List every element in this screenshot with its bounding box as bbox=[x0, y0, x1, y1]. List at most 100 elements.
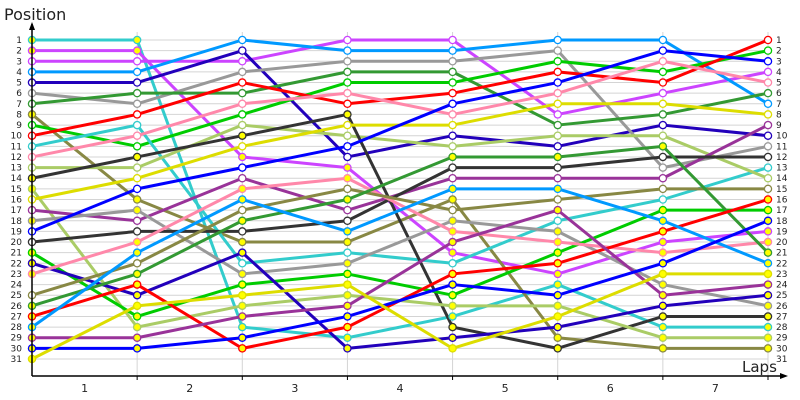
data-point bbox=[343, 195, 352, 204]
data-point bbox=[448, 205, 457, 215]
data-point bbox=[132, 57, 142, 66]
data-point bbox=[553, 259, 562, 268]
data-point bbox=[658, 280, 668, 289]
data-point bbox=[132, 248, 142, 257]
data-point bbox=[238, 99, 247, 109]
data-point bbox=[343, 344, 352, 353]
data-point bbox=[763, 142, 773, 151]
data-point bbox=[238, 152, 247, 162]
data-point bbox=[132, 237, 142, 247]
data-point bbox=[658, 344, 668, 353]
data-point bbox=[448, 46, 457, 55]
series-line-25 bbox=[31, 144, 770, 308]
data-point bbox=[553, 184, 562, 194]
y-tick-label-right: 12 bbox=[776, 153, 787, 163]
data-point bbox=[658, 259, 668, 268]
data-point bbox=[763, 216, 773, 226]
data-point bbox=[132, 163, 142, 172]
y-tick-label-right: 5 bbox=[776, 79, 782, 89]
y-tick-label-left: 6 bbox=[16, 89, 22, 99]
data-point bbox=[343, 227, 352, 236]
y-tick-label-right: 20 bbox=[776, 238, 788, 248]
data-point bbox=[553, 46, 562, 55]
data-point bbox=[553, 344, 562, 353]
data-point bbox=[343, 99, 352, 109]
data-point bbox=[448, 227, 457, 236]
y-tick-label-right: 25 bbox=[776, 291, 787, 301]
y-tick-label-right: 17 bbox=[776, 206, 787, 216]
data-point bbox=[343, 120, 352, 130]
data-point bbox=[553, 67, 562, 77]
data-point bbox=[763, 301, 773, 311]
data-point bbox=[238, 184, 247, 194]
data-point bbox=[763, 248, 773, 257]
y-tick-label-left: 13 bbox=[11, 164, 22, 174]
data-point bbox=[238, 142, 247, 151]
x-tick-label: 5 bbox=[502, 382, 509, 395]
y-tick-label-right: 3 bbox=[776, 57, 782, 67]
y-tick-label-right: 28 bbox=[776, 323, 788, 333]
data-point bbox=[763, 67, 773, 77]
data-point bbox=[763, 269, 773, 279]
data-point bbox=[343, 110, 352, 119]
data-point bbox=[763, 110, 773, 119]
data-point bbox=[343, 333, 352, 342]
data-point bbox=[553, 163, 562, 172]
series-lines bbox=[30, 38, 770, 361]
y-tick-label-left: 29 bbox=[11, 334, 23, 344]
data-point bbox=[658, 67, 668, 77]
series-line-24 bbox=[31, 187, 768, 297]
data-point bbox=[448, 142, 457, 151]
y-tick-label-right: 19 bbox=[776, 227, 788, 237]
y-tick-label-right: 8 bbox=[776, 110, 782, 120]
data-point bbox=[343, 301, 352, 311]
data-point bbox=[343, 78, 352, 87]
data-point bbox=[553, 152, 562, 162]
y-tick-label-left: 21 bbox=[11, 249, 22, 259]
y-tick-label-right: 26 bbox=[776, 302, 788, 312]
data-point bbox=[763, 35, 773, 45]
x-tick-label: 1 bbox=[81, 382, 88, 395]
data-point bbox=[448, 248, 457, 257]
data-point bbox=[132, 312, 142, 321]
x-tick-label: 6 bbox=[607, 382, 614, 395]
y-tick-label-right: 16 bbox=[776, 196, 788, 206]
data-point bbox=[763, 312, 773, 321]
series-line-5 bbox=[32, 49, 769, 159]
y-tick-label-left: 10 bbox=[11, 132, 23, 142]
data-point bbox=[658, 227, 668, 236]
data-point bbox=[448, 322, 457, 332]
data-point bbox=[553, 280, 562, 289]
data-point bbox=[553, 216, 562, 226]
data-point bbox=[553, 301, 562, 311]
data-point bbox=[448, 120, 457, 130]
data-point bbox=[448, 237, 457, 247]
data-point bbox=[343, 205, 352, 215]
data-point bbox=[553, 131, 562, 140]
data-point bbox=[448, 216, 457, 226]
series-line-4 bbox=[32, 38, 769, 106]
data-point bbox=[553, 227, 562, 236]
data-point bbox=[448, 301, 457, 311]
series-line-1 bbox=[32, 38, 768, 340]
y-tick-label-left: 19 bbox=[11, 227, 23, 237]
data-point bbox=[343, 173, 352, 183]
data-point bbox=[763, 205, 773, 215]
data-point bbox=[553, 173, 562, 183]
data-point bbox=[553, 248, 562, 257]
series-line-16 bbox=[31, 102, 769, 201]
y-tick-label-left: 25 bbox=[11, 291, 22, 301]
y-tick-label-left: 11 bbox=[11, 142, 22, 152]
data-point bbox=[763, 131, 773, 140]
data-point bbox=[658, 312, 668, 321]
data-point bbox=[132, 269, 142, 279]
data-point bbox=[448, 110, 457, 119]
data-point bbox=[658, 269, 668, 279]
data-point bbox=[763, 259, 773, 268]
data-point bbox=[238, 344, 247, 353]
data-point bbox=[238, 237, 247, 247]
data-point bbox=[553, 57, 562, 66]
y-tick-label-left: 7 bbox=[16, 100, 22, 110]
